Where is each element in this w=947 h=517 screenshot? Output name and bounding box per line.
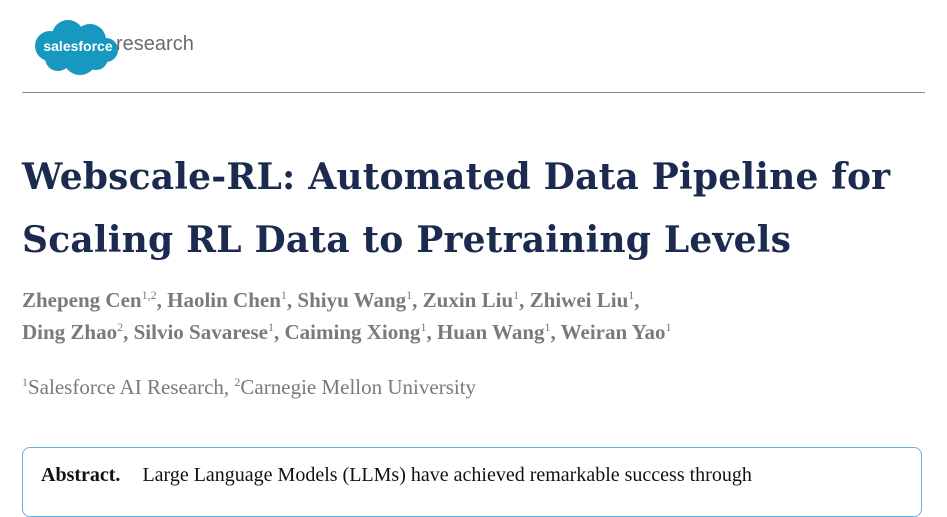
author-name: Zuxin Liu (422, 288, 514, 312)
paper-page: salesforce research Webscale-RL: Automat… (22, 18, 925, 517)
abstract-text: Large Language Models (LLMs) have achiev… (142, 464, 752, 486)
author-affiliation-mark: 1 (280, 288, 287, 302)
author-affiliation-mark: 1 (544, 320, 551, 334)
header-divider (22, 92, 925, 93)
salesforce-research-logo: salesforce research (28, 18, 228, 78)
salesforce-cloud-icon (35, 20, 118, 75)
author-name: Silvio Savarese (133, 320, 268, 344)
logo-brand-text: salesforce (43, 38, 112, 54)
author-affiliation-mark: 1,2 (141, 288, 157, 302)
author-name: Zhepeng Cen (22, 288, 142, 312)
author-affiliation-mark: 1 (268, 320, 274, 334)
abstract-box: Abstract. Large Language Models (LLMs) ha… (22, 447, 922, 517)
author-name: Caiming Xiong (284, 320, 421, 344)
affiliation-name: Carnegie Mellon University (240, 375, 477, 399)
paper-title: Webscale-RL: Automated Data Pipeline for… (22, 156, 891, 261)
affiliation-list: 1Salesforce AI Research, 2Carnegie Mello… (22, 375, 477, 399)
affiliation-number: 1 (22, 375, 28, 389)
author-affiliation-mark: 1 (513, 288, 520, 302)
author-name: Huan Wang (436, 320, 545, 344)
abstract-label: Abstract. (41, 464, 121, 486)
author-affiliation-mark: 1 (420, 320, 427, 334)
author-affiliation-mark: 1 (406, 288, 413, 302)
author-name: Haolin Chen (167, 288, 281, 312)
affiliation-number: 2 (234, 375, 241, 389)
logo-suffix-text: research (116, 33, 194, 55)
affiliation-name: Salesforce AI Research (28, 375, 224, 399)
author-affiliation-mark: 1 (628, 288, 635, 302)
author-name: Ding Zhao (22, 320, 118, 344)
author-name: Shiyu Wang (297, 288, 407, 312)
author-affiliation-mark: 2 (117, 320, 124, 334)
author-list: Zhepeng Cen1,2, Haolin Chen1, Shiyu Wang… (22, 288, 672, 344)
author-name: Weiran Yao (560, 320, 666, 344)
author-affiliation-mark: 1 (665, 320, 672, 334)
author-name: Zhiwei Liu (529, 288, 629, 312)
